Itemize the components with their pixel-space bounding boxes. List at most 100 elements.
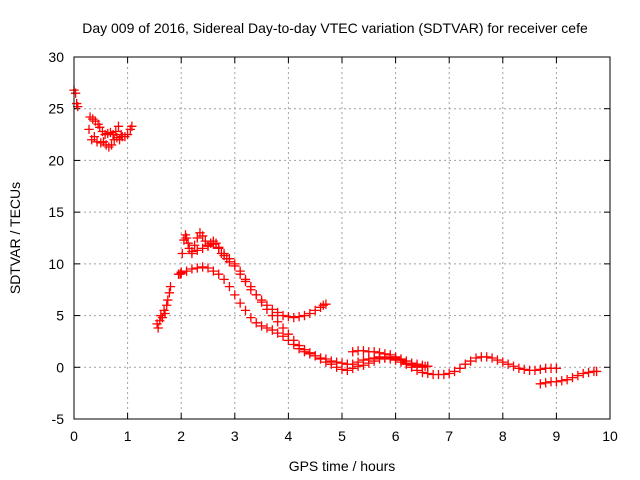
data-point (224, 281, 235, 292)
data-point (412, 359, 422, 369)
x-tick-label: 9 (553, 428, 561, 444)
data-point (230, 259, 240, 269)
data-point (181, 233, 192, 243)
data-point (591, 366, 602, 377)
data-point (240, 274, 251, 285)
data-point (310, 305, 320, 316)
data-point (380, 349, 390, 359)
data-point (519, 364, 529, 375)
data-point (192, 245, 202, 256)
data-point (557, 376, 567, 386)
data-point (278, 323, 288, 333)
data-point (321, 299, 331, 309)
data-point (358, 360, 369, 370)
data-point (487, 353, 497, 363)
data-point (164, 288, 175, 298)
x-tick-label: 0 (70, 428, 78, 444)
data-point (407, 358, 417, 368)
data-point (541, 378, 551, 388)
data-point (283, 329, 294, 339)
data-point (122, 129, 133, 140)
data-point (197, 243, 208, 253)
data-point (183, 238, 193, 248)
data-point (192, 263, 202, 273)
data-point (374, 348, 385, 358)
grid (74, 57, 610, 419)
data-point (321, 357, 331, 367)
data-point (460, 359, 470, 369)
data-point (262, 323, 272, 333)
data-point (535, 379, 545, 389)
series-track-d (348, 346, 433, 371)
data-point (160, 308, 170, 319)
x-tick-label: 1 (124, 428, 132, 444)
data-point (192, 233, 202, 243)
data-point (482, 352, 492, 362)
data-point (111, 126, 121, 137)
data-point (165, 281, 176, 292)
data-point (235, 298, 245, 308)
data-point (348, 363, 358, 373)
data-point (503, 359, 513, 369)
axis-ticks: 0 1 2 3 4 5 6 7 8 9 10 -5 0 5 10 15 20 25 30 (48, 49, 618, 444)
data-point (197, 231, 208, 241)
data-point (289, 335, 299, 346)
data-points (69, 85, 602, 389)
data-point (465, 356, 476, 366)
x-tick-label: 8 (499, 428, 507, 444)
data-point (444, 368, 454, 379)
data-point (251, 290, 261, 300)
series-early (69, 85, 137, 152)
data-point (163, 295, 173, 305)
data-point (208, 266, 219, 276)
data-point (439, 369, 449, 380)
data-point (562, 375, 572, 385)
y-tick-label: -5 (52, 411, 65, 427)
series-track-c (187, 239, 562, 380)
data-point (208, 239, 219, 249)
data-point (401, 356, 411, 366)
data-point (498, 357, 508, 367)
data-point (396, 354, 406, 364)
y-tick-label: 5 (56, 308, 64, 324)
data-point (535, 364, 545, 375)
data-point (84, 124, 94, 135)
data-point (262, 304, 272, 315)
data-point (187, 248, 197, 259)
data-point (235, 266, 245, 276)
data-point (230, 290, 240, 300)
data-point (256, 297, 267, 307)
chart-title: Day 009 of 2016, Sidereal Day-to-day VTE… (82, 20, 588, 36)
y-tick-label: 25 (48, 101, 64, 117)
data-point (181, 266, 192, 276)
data-point (299, 345, 310, 355)
data-point (369, 356, 379, 366)
y-tick-label: 10 (48, 256, 64, 272)
data-point (353, 361, 363, 371)
data-point (224, 254, 235, 264)
y-tick-label: 15 (48, 204, 64, 220)
data-point (364, 358, 374, 368)
x-tick-label: 10 (602, 428, 618, 444)
data-point (106, 140, 117, 150)
data-point (219, 248, 229, 259)
data-point (267, 310, 277, 321)
data-point (187, 264, 197, 274)
data-point (530, 365, 540, 376)
data-point (423, 361, 433, 371)
x-tick-label: 5 (338, 428, 346, 444)
data-point (331, 362, 342, 372)
y-tick-label: 0 (56, 359, 64, 375)
x-axis-label: GPS time / hours (289, 458, 396, 474)
data-point (283, 311, 294, 322)
y-tick-label: 30 (48, 49, 64, 65)
data-point (127, 121, 137, 131)
data-point (567, 372, 578, 383)
data-point (70, 88, 81, 98)
data-point (189, 240, 200, 250)
data-point (342, 365, 353, 376)
data-point (214, 242, 224, 252)
data-point (337, 364, 347, 375)
data-point (294, 311, 304, 322)
